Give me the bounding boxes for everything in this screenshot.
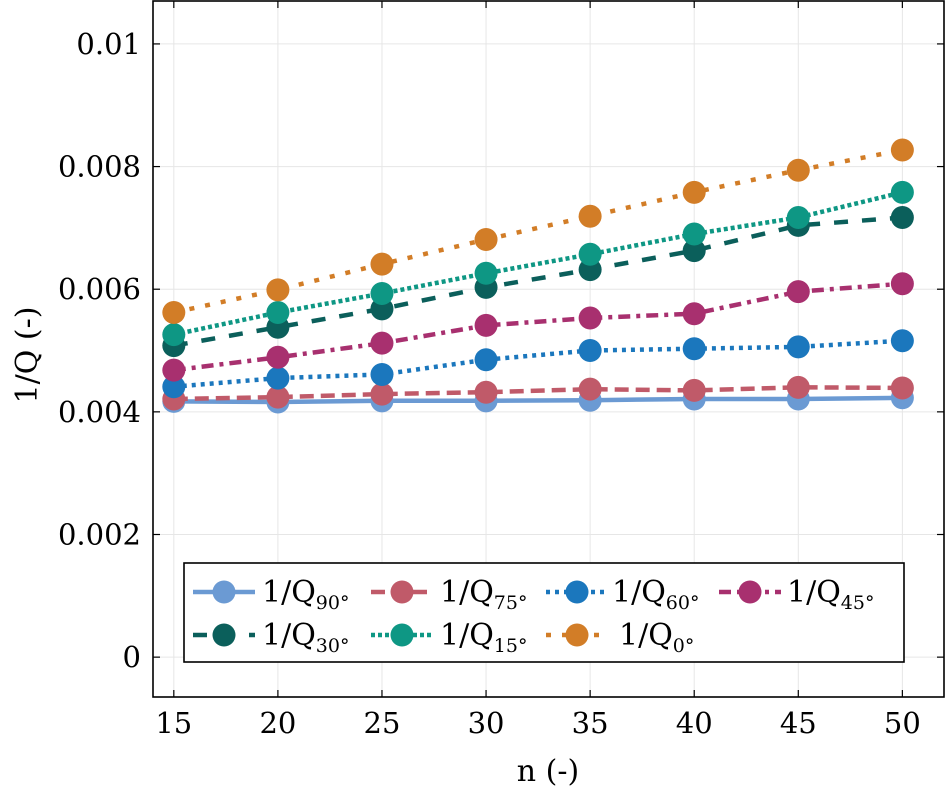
data-point bbox=[162, 358, 186, 382]
data-point bbox=[890, 272, 914, 296]
data-point bbox=[162, 301, 186, 325]
data-point bbox=[682, 222, 706, 246]
data-point bbox=[578, 242, 602, 266]
legend-marker bbox=[212, 580, 236, 604]
data-point bbox=[890, 138, 914, 162]
data-point bbox=[578, 306, 602, 330]
series-75-deg bbox=[162, 375, 914, 411]
data-point bbox=[370, 252, 394, 276]
x-axis-label: n (-) bbox=[517, 754, 579, 789]
data-point bbox=[370, 382, 394, 406]
legend-marker bbox=[212, 623, 236, 647]
data-point bbox=[890, 205, 914, 229]
legend-item: 1/Q45° bbox=[719, 575, 874, 614]
data-point bbox=[682, 378, 706, 402]
series-line bbox=[173, 281, 903, 373]
x-tick-label: 50 bbox=[884, 706, 921, 740]
data-point bbox=[786, 205, 810, 229]
data-point bbox=[266, 366, 290, 390]
data-point bbox=[474, 380, 498, 404]
legend: 1/Q90° 1/Q75° 1/Q60° 1/Q45°1/Q30° 1/Q15° 1/Q0… bbox=[183, 562, 905, 663]
data-point bbox=[578, 339, 602, 363]
data-point bbox=[370, 282, 394, 306]
series-60-deg bbox=[162, 329, 914, 399]
series-45-deg bbox=[162, 272, 914, 382]
data-point bbox=[266, 385, 290, 409]
data-point bbox=[786, 158, 810, 182]
data-point bbox=[786, 280, 810, 304]
data-point bbox=[682, 239, 706, 263]
series-15-deg bbox=[162, 180, 914, 347]
data-point bbox=[162, 375, 186, 399]
y-axis-label: 1/Q (-) bbox=[10, 307, 45, 404]
data-point bbox=[786, 375, 810, 399]
legend-marker bbox=[565, 623, 589, 647]
series-0-deg bbox=[162, 138, 914, 325]
data-point bbox=[890, 329, 914, 353]
series-line bbox=[173, 385, 903, 402]
data-point bbox=[474, 261, 498, 285]
x-tick-label: 40 bbox=[676, 706, 713, 740]
data-point bbox=[786, 335, 810, 359]
legend-item: 1/Q30° bbox=[193, 618, 349, 657]
y-tick-label: 0.004 bbox=[58, 395, 141, 429]
x-tick-label: 15 bbox=[155, 706, 192, 740]
data-point bbox=[890, 180, 914, 204]
x-tick-label: 20 bbox=[259, 706, 296, 740]
x-tick-label: 30 bbox=[468, 706, 505, 740]
y-tick-label: 0.006 bbox=[58, 272, 141, 306]
data-point bbox=[682, 180, 706, 204]
legend-marker bbox=[738, 580, 762, 604]
series-group bbox=[162, 138, 914, 414]
data-point bbox=[474, 348, 498, 372]
plot-area-frame bbox=[152, 0, 945, 698]
series-line bbox=[173, 395, 903, 405]
y-tick-label: 0.002 bbox=[58, 517, 141, 551]
x-tick-label: 35 bbox=[572, 706, 609, 740]
legend-label: 1/Q45° bbox=[787, 575, 874, 614]
data-point bbox=[266, 345, 290, 369]
data-point bbox=[890, 376, 914, 400]
data-point bbox=[370, 331, 394, 355]
data-point bbox=[682, 337, 706, 361]
y-tick-label: 0.01 bbox=[76, 27, 141, 61]
data-point bbox=[266, 278, 290, 302]
axis-ticks: 15 20 25 30 35 40 45 50 0 0.002 0.004 0.006 0.008 0.0… bbox=[58, 1, 944, 740]
data-point bbox=[162, 323, 186, 347]
data-point bbox=[370, 362, 394, 386]
series-line bbox=[173, 190, 903, 337]
data-point bbox=[266, 301, 290, 325]
data-point bbox=[474, 313, 498, 337]
series-line bbox=[173, 215, 903, 348]
data-point bbox=[578, 377, 602, 401]
legend-marker bbox=[390, 580, 414, 604]
legend-marker bbox=[565, 580, 589, 604]
y-tick-label: 0 bbox=[123, 640, 141, 674]
x-tick-label: 45 bbox=[780, 706, 817, 740]
data-point bbox=[578, 204, 602, 228]
x-tick-label: 25 bbox=[364, 706, 401, 740]
legend-marker bbox=[390, 623, 414, 647]
y-tick-label: 0.008 bbox=[58, 150, 141, 184]
legend-box bbox=[183, 562, 905, 663]
data-point bbox=[474, 228, 498, 252]
data-point bbox=[682, 302, 706, 326]
